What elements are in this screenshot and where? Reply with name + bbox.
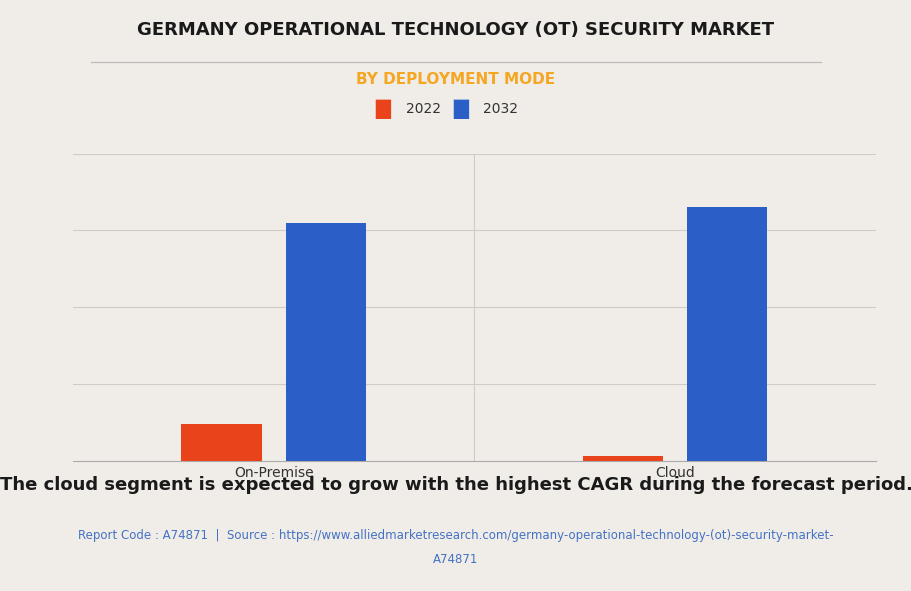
Text: Report Code : A74871  |  Source : https://www.alliedmarketresearch.com/germany-o: Report Code : A74871 | Source : https://… (78, 529, 833, 542)
Bar (285, 223, 365, 461)
Text: 2032: 2032 (483, 102, 517, 116)
Text: A74871: A74871 (433, 553, 478, 566)
Text: GERMANY OPERATIONAL TECHNOLOGY (OT) SECURITY MARKET: GERMANY OPERATIONAL TECHNOLOGY (OT) SECU… (138, 21, 773, 38)
Text: The cloud segment is expected to grow with the highest CAGR during the forecast : The cloud segment is expected to grow wi… (0, 476, 911, 493)
Bar (686, 207, 766, 461)
Text: █: █ (453, 100, 467, 119)
Text: █: █ (375, 100, 390, 119)
Bar (582, 456, 662, 461)
Text: BY DEPLOYMENT MODE: BY DEPLOYMENT MODE (356, 72, 555, 87)
Bar (181, 424, 261, 461)
Text: 2022: 2022 (405, 102, 440, 116)
